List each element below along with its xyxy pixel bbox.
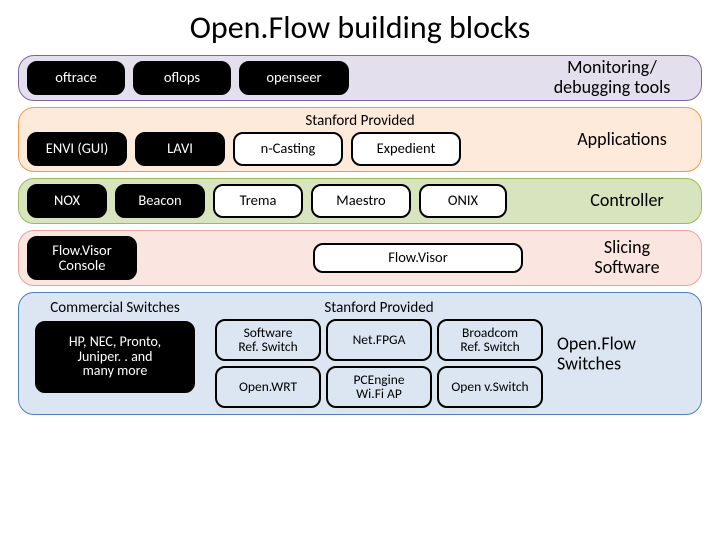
applications-label: Applications [557, 130, 687, 150]
slicing-label: Slicing Software [567, 238, 687, 278]
monitoring-row: oftrace oflops openseer Monitoring/ debu… [18, 55, 702, 101]
pill-lavi: LAVI [135, 132, 225, 166]
switches-row: Commercial Switches HP, NEC, Pronto, Jun… [18, 292, 702, 415]
pill-envi: ENVI (GUI) [27, 132, 127, 166]
pill-expedient: Expedient [351, 132, 461, 166]
controller-label: Controller [567, 191, 687, 211]
pill-broadcom: Broadcom Ref. Switch [437, 319, 543, 361]
pill-flowvisor-console: Flow.Visor Console [27, 236, 137, 280]
pill-oflops: oflops [133, 61, 231, 95]
pill-commercial: HP, NEC, Pronto, Juniper. . and many mor… [35, 321, 195, 393]
pill-ovswitch: Open v.Switch [437, 366, 543, 408]
pill-pcengine: PCEngine Wi.Fi AP [326, 366, 432, 408]
applications-row: Stanford Provided ENVI (GUI) LAVI n-Cast… [18, 107, 702, 172]
pill-maestro: Maestro [311, 184, 411, 218]
monitoring-label: Monitoring/ debugging tools [537, 58, 687, 98]
pill-flowvisor: Flow.Visor [313, 243, 523, 273]
pill-beacon: Beacon [115, 184, 205, 218]
page-title: Open.Flow building blocks [18, 8, 702, 47]
pill-openwrt: Open.WRT [215, 366, 321, 408]
pill-onix: ONIX [419, 184, 507, 218]
stanford-column: Stanford Provided Software Ref. Switch N… [215, 299, 543, 408]
pill-openseer: openseer [239, 61, 349, 95]
commercial-column: Commercial Switches HP, NEC, Pronto, Jun… [27, 299, 203, 393]
pill-ncasting: n-Casting [233, 132, 343, 166]
pill-netfpga: Net.FPGA [326, 319, 432, 361]
switches-label: Open.Flow Switches [557, 333, 687, 374]
pill-nox: NOX [27, 184, 107, 218]
commercial-heading: Commercial Switches [27, 299, 203, 317]
controller-row: NOX Beacon Trema Maestro ONIX Controller [18, 178, 702, 224]
pill-trema: Trema [213, 184, 303, 218]
slicing-row: Flow.Visor Console Flow.Visor Slicing So… [18, 230, 702, 286]
stanford-label-sw: Stanford Provided [215, 299, 543, 317]
pill-oftrace: oftrace [27, 61, 125, 95]
pill-sw-ref: Software Ref. Switch [215, 319, 321, 361]
